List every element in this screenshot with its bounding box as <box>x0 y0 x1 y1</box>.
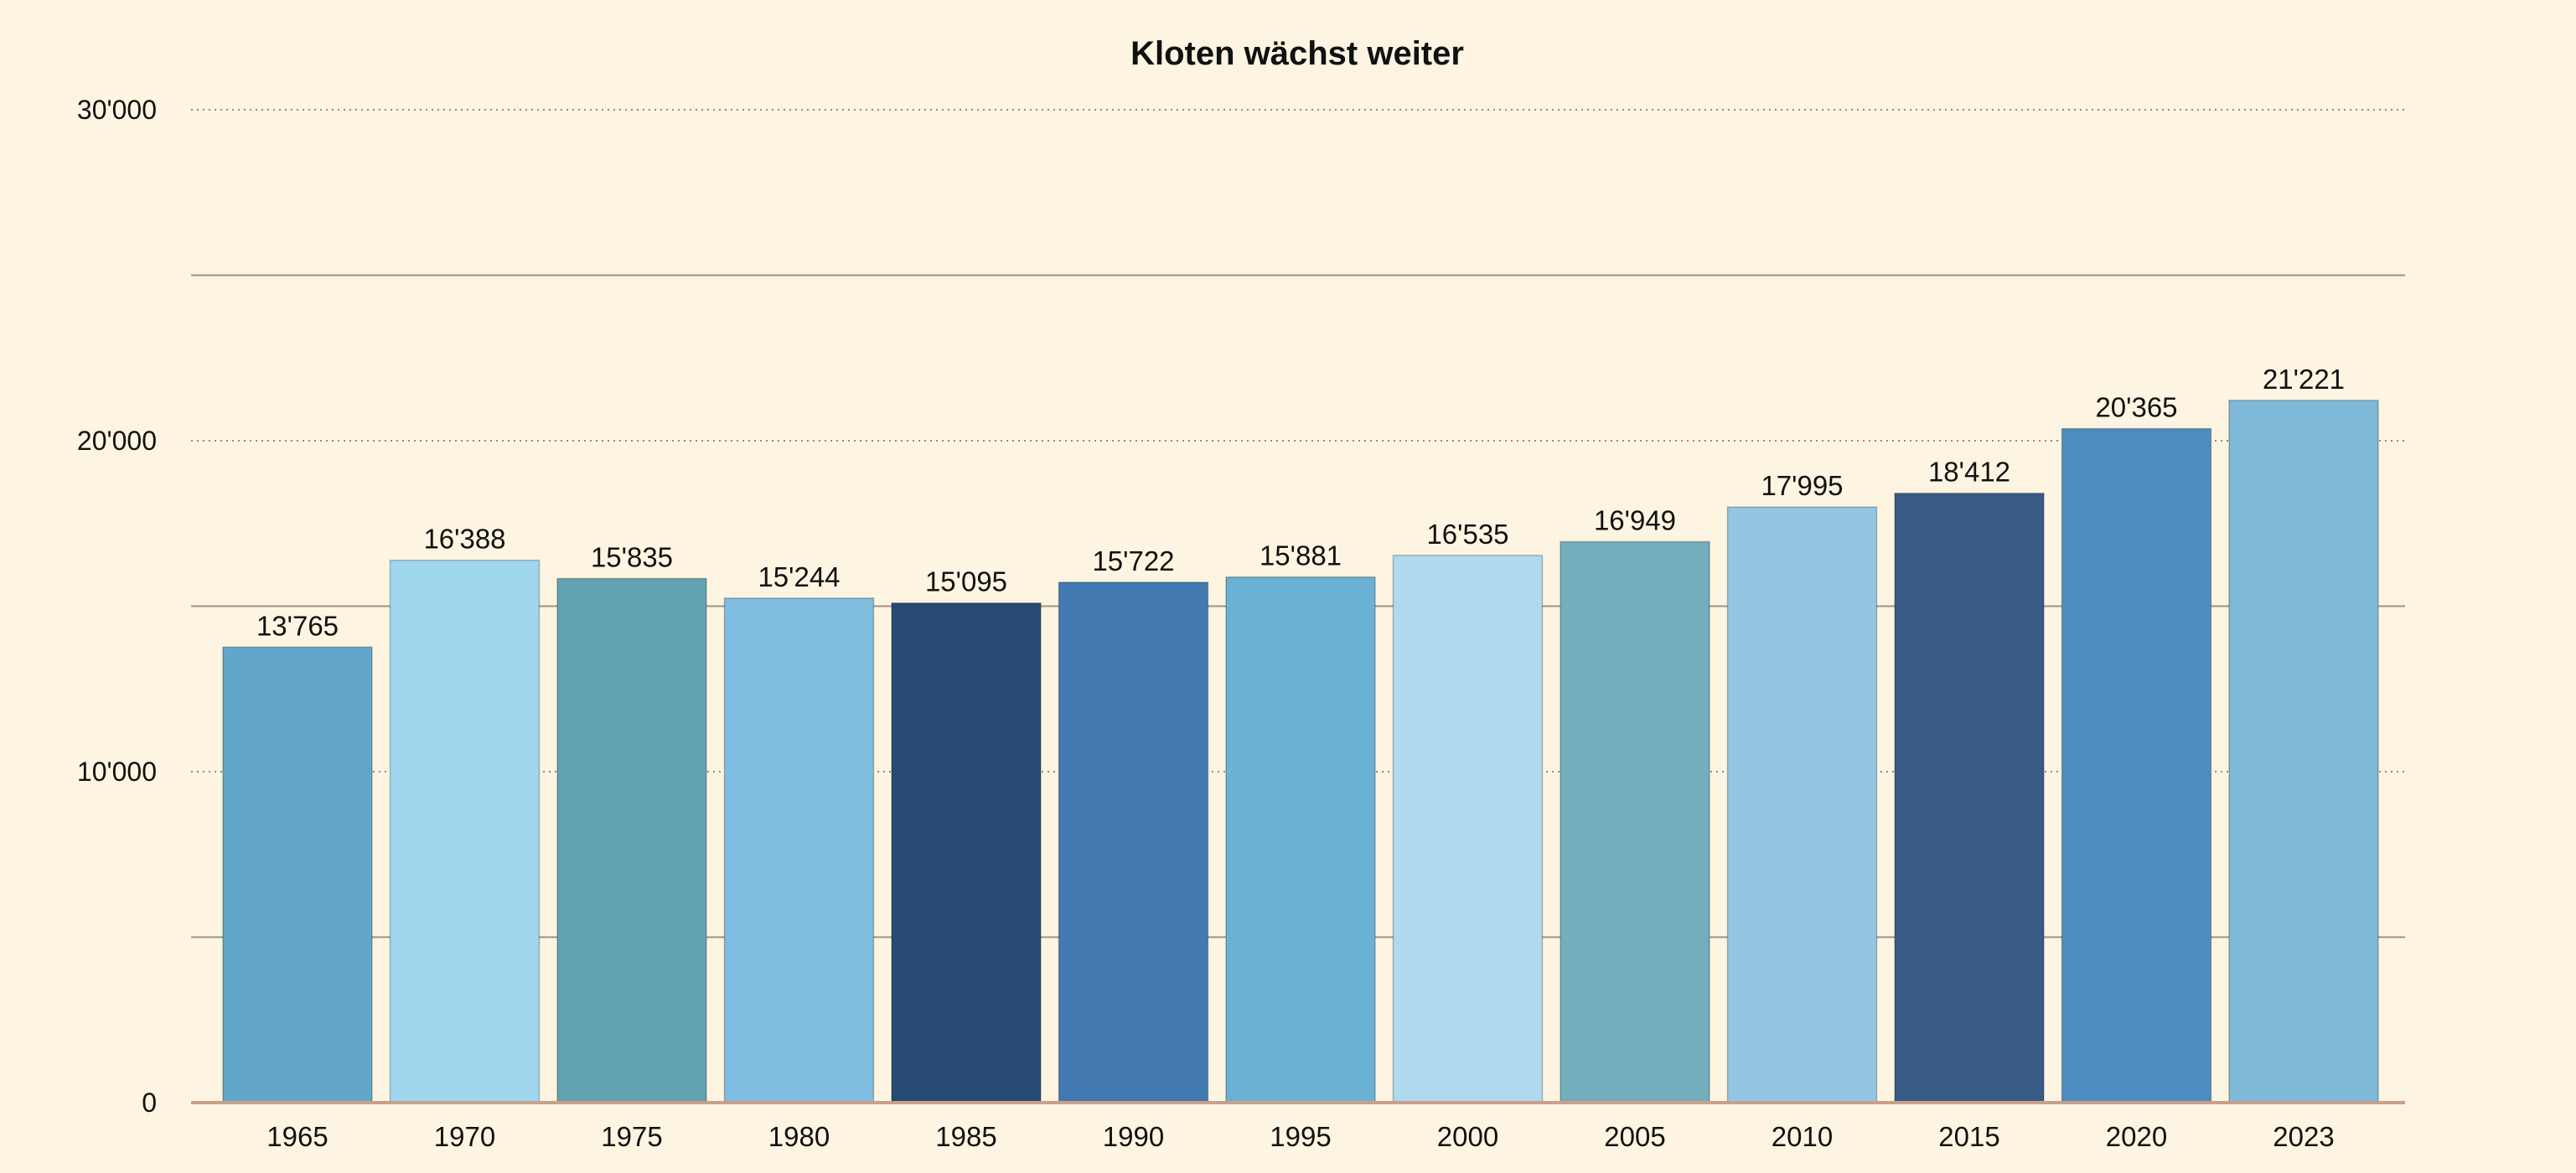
data-label: 15'244 <box>758 561 840 592</box>
x-tick-label: 2005 <box>1604 1121 1665 1152</box>
bar-1990 <box>1058 581 1209 1103</box>
x-tick-label: 1965 <box>266 1121 328 1152</box>
bar-2000 <box>1392 555 1544 1103</box>
bar-2023 <box>2228 400 2379 1103</box>
x-tick-label: 1990 <box>1103 1121 1164 1152</box>
x-tick-label: 1980 <box>768 1121 830 1152</box>
x-tick-label: 2015 <box>1938 1121 1999 1152</box>
bar-2015 <box>1894 492 2045 1103</box>
x-tick-label: 2023 <box>2273 1121 2334 1152</box>
y-tick-label: 30'000 <box>77 95 157 125</box>
data-labels: 13'765 16'388 15'835 15'244 15'095 15'722 15'8… <box>256 364 2345 642</box>
data-label: 16'949 <box>1594 505 1676 536</box>
bar-1985 <box>891 602 1042 1103</box>
data-label: 16'535 <box>1426 519 1508 550</box>
data-label: 13'765 <box>256 610 339 641</box>
data-label: 15'722 <box>1092 545 1174 576</box>
bar-1995 <box>1225 576 1376 1103</box>
data-label: 16'388 <box>423 524 505 555</box>
bar-1980 <box>723 597 875 1103</box>
data-label: 17'995 <box>1761 470 1843 501</box>
data-label: 15'835 <box>591 542 673 573</box>
data-label: 15'881 <box>1260 540 1342 571</box>
bar-2010 <box>1726 506 1878 1103</box>
x-axis-ticks: 1965 1970 1975 1980 1985 1990 1995 2000 2005 2010… <box>266 1121 2334 1152</box>
x-tick-label: 1975 <box>601 1121 662 1152</box>
bar-2005 <box>1560 540 1710 1103</box>
x-tick-label: 1995 <box>1270 1121 1331 1152</box>
bars <box>222 400 2379 1103</box>
data-label: 21'221 <box>2263 364 2345 395</box>
y-axis-ticks: 0 10'000 20'000 30'000 <box>77 95 157 1118</box>
bar-1975 <box>556 577 707 1103</box>
x-tick-label: 1985 <box>935 1121 996 1152</box>
y-tick-label: 20'000 <box>77 426 157 456</box>
y-tick-label: 0 <box>142 1088 157 1118</box>
x-tick-label: 2010 <box>1772 1121 1833 1152</box>
data-label: 18'412 <box>1928 457 2010 488</box>
bar-1965 <box>222 646 373 1103</box>
bar-1970 <box>389 559 541 1103</box>
data-label: 15'095 <box>925 566 1007 597</box>
y-tick-label: 10'000 <box>77 757 157 787</box>
x-tick-label: 2000 <box>1437 1121 1498 1152</box>
x-tick-label: 1970 <box>434 1121 495 1152</box>
data-label: 20'365 <box>2095 392 2177 423</box>
x-tick-label: 2020 <box>2106 1121 2167 1152</box>
bar-2020 <box>2061 427 2212 1103</box>
chart-title: Kloten wächst weiter <box>1130 35 1464 72</box>
